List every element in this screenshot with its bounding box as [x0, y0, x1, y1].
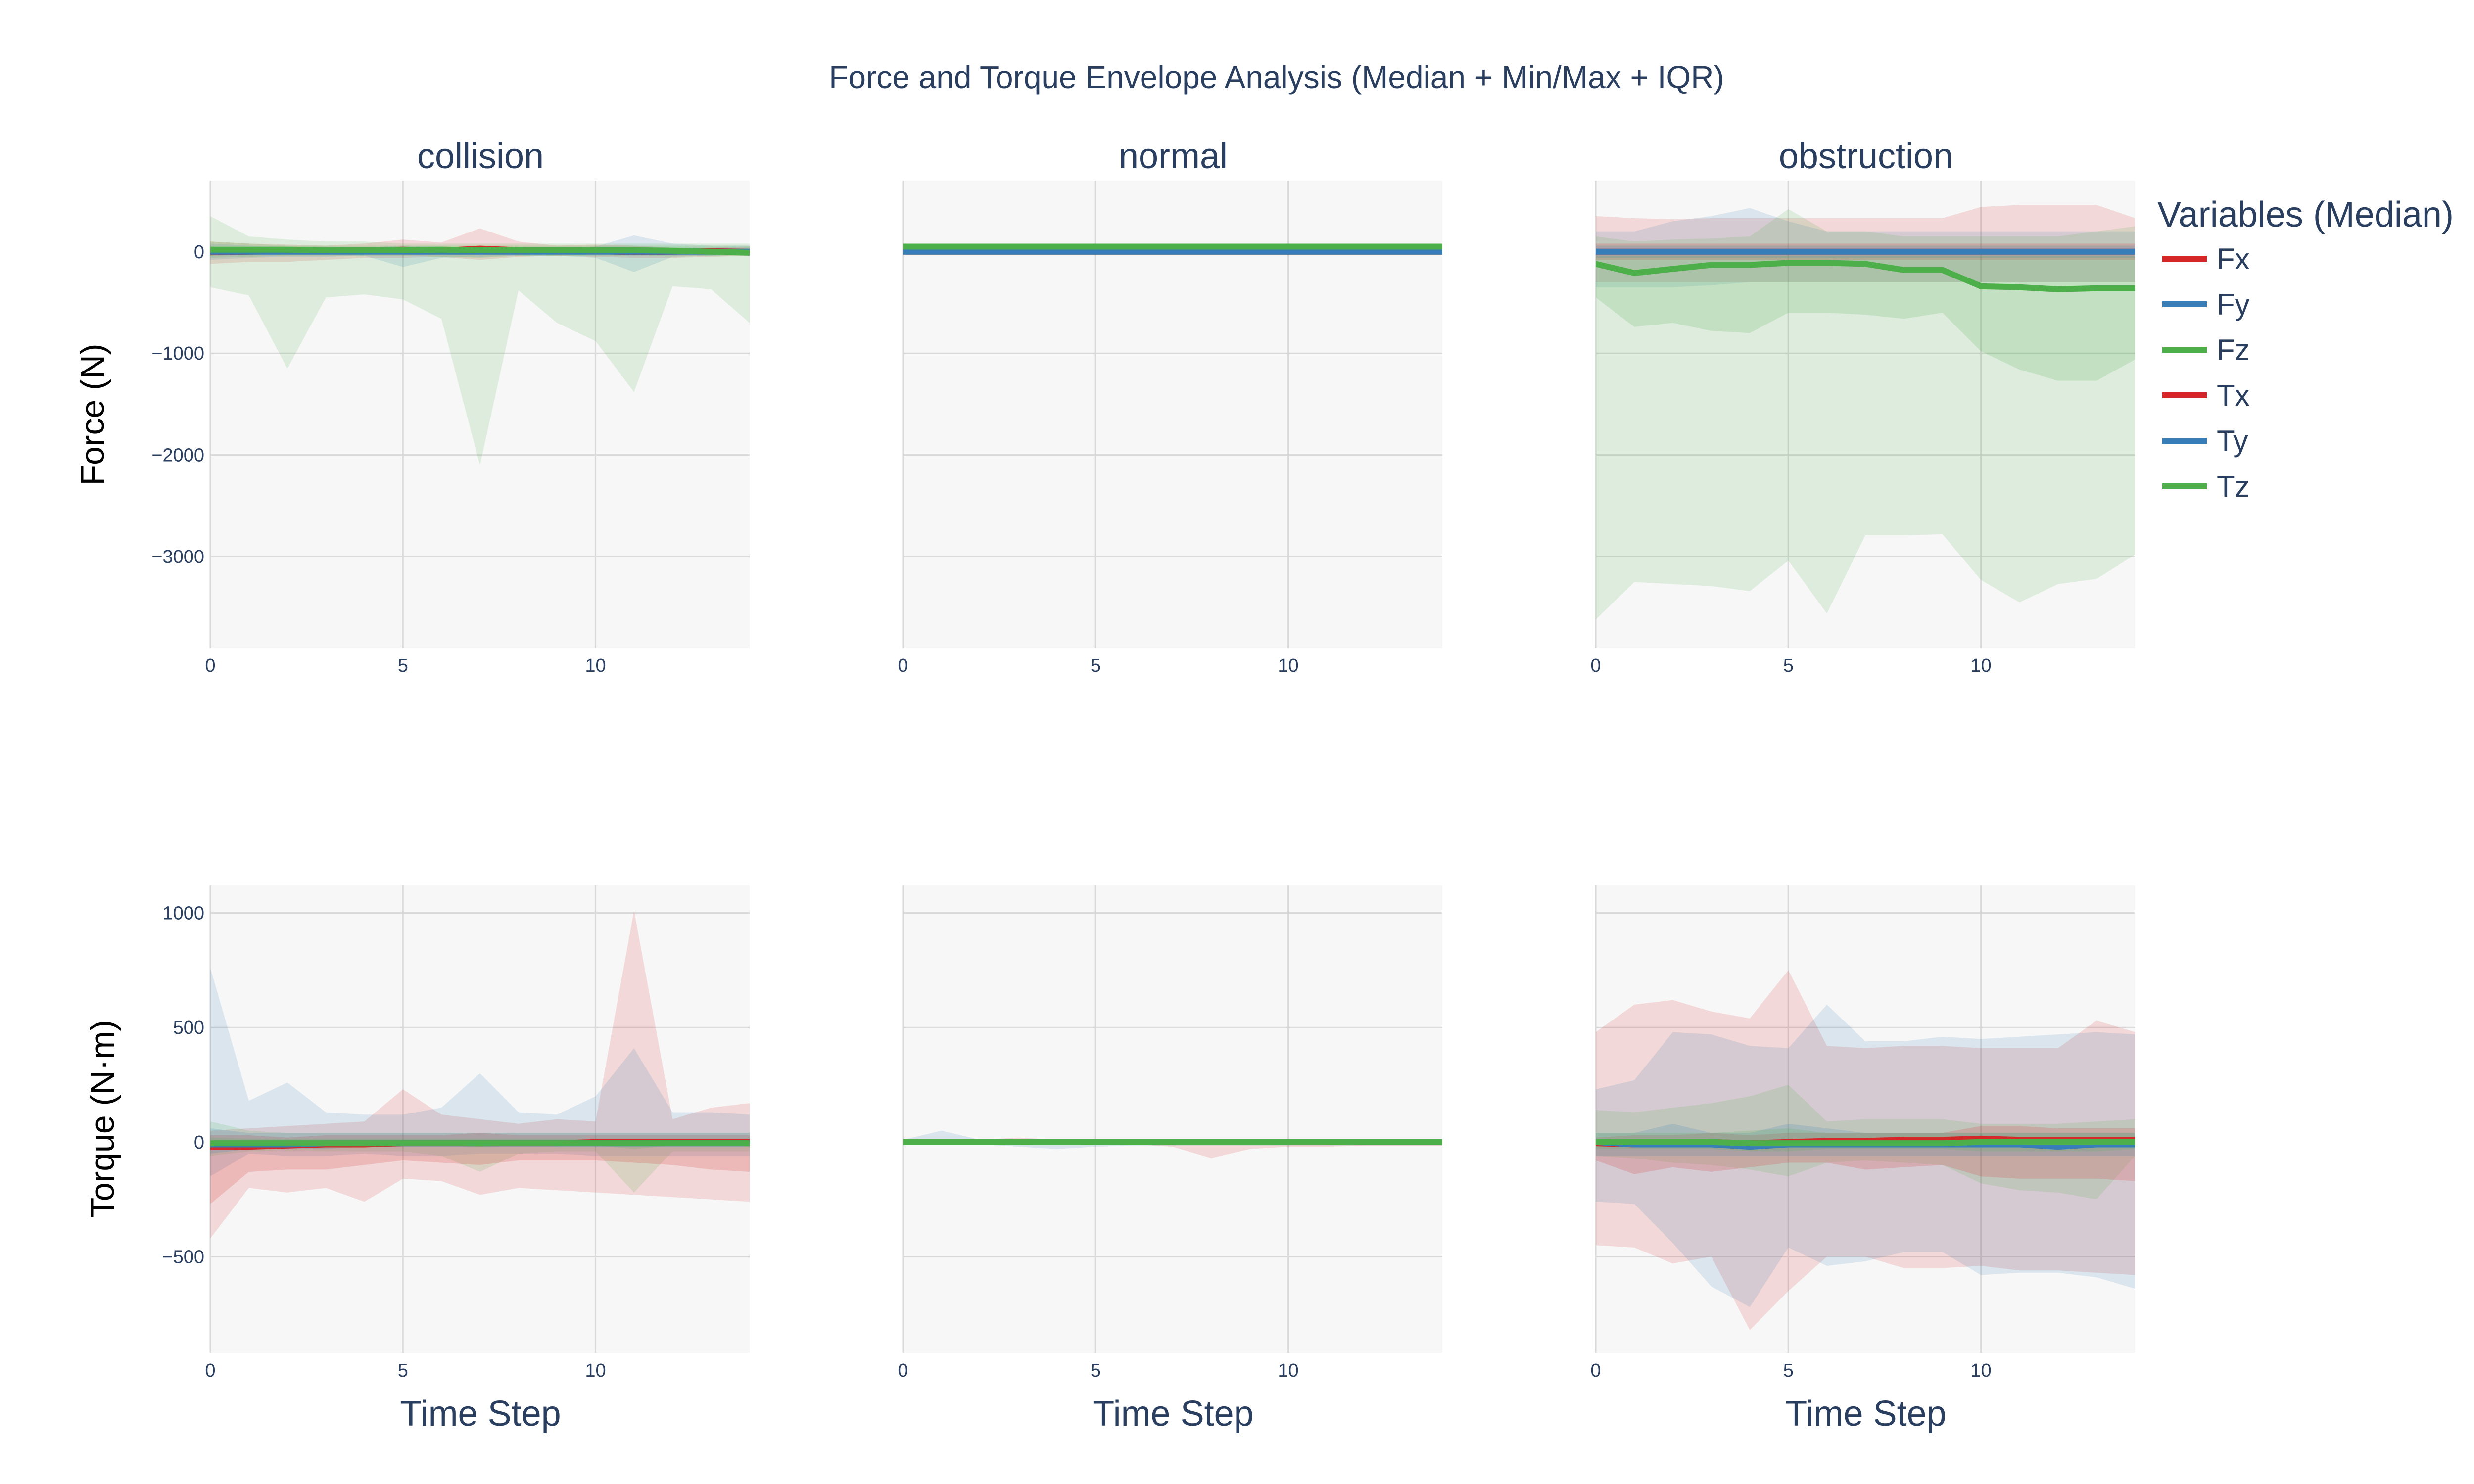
series-layer	[903, 1130, 1442, 1159]
legend-item-fz[interactable]: Fz	[2162, 333, 2250, 367]
legend-title: Variables (Median)	[2157, 195, 2454, 234]
plot-area	[210, 885, 750, 1353]
plot-area	[903, 885, 1442, 1353]
x-tick-label: 5	[398, 1360, 408, 1381]
force-axis-title: Force (N)	[74, 343, 111, 485]
legend-label: Tz	[2217, 470, 2250, 503]
panel-normal-force: 0 5 10	[898, 181, 1442, 676]
x-tick-label: 5	[1783, 655, 1794, 676]
x-tick-label: 10	[585, 655, 606, 676]
legend-item-ty[interactable]: Ty	[2162, 424, 2248, 458]
x-tick-label: 0	[205, 655, 215, 676]
x-tick-label: 5	[1783, 1360, 1794, 1381]
x-tick-label: 0	[1590, 655, 1601, 676]
x-axis-title-collision: Time Step	[400, 1394, 561, 1434]
legend-item-fy[interactable]: Fy	[2162, 288, 2250, 321]
legend: Variables (Median) Fx Fy Fz Tx Ty Tz	[2157, 195, 2454, 503]
plot-area	[1596, 885, 2135, 1353]
legend-item-tx[interactable]: Tx	[2162, 379, 2250, 412]
band-iqr-tx	[210, 1133, 750, 1204]
panel-obstruction-force: 0 5 10	[1590, 181, 2135, 676]
legend-label: Fx	[2217, 242, 2250, 276]
y-tick-label: 0	[194, 242, 204, 263]
x-tick-label: 10	[1970, 655, 1991, 676]
legend-label: Fy	[2217, 288, 2250, 321]
series-layer	[1596, 970, 2135, 1330]
x-tick-label: 0	[205, 1360, 215, 1381]
subplot-title-obstruction: obstruction	[1779, 137, 1953, 176]
x-axis-title-obstruction: Time Step	[1785, 1394, 1946, 1434]
band-minmax-tx	[210, 911, 750, 1239]
panel-collision-force: 0 5 10 0 −1000 −2000 −3000	[151, 181, 750, 676]
series-layer	[210, 911, 750, 1239]
y-tick-label: −2000	[151, 445, 204, 466]
band-minmax-ty	[210, 968, 750, 1177]
x-tick-label: 10	[1278, 655, 1298, 676]
legend-label: Ty	[2217, 424, 2248, 458]
x-tick-label: 10	[1970, 1360, 1991, 1381]
series-layer	[1596, 205, 2135, 620]
band-minmax-fz	[1596, 209, 2135, 620]
subplot-title-normal: normal	[1119, 137, 1228, 176]
x-tick-label: 10	[1278, 1360, 1298, 1381]
legend-item-tz[interactable]: Tz	[2162, 470, 2250, 503]
legend-label: Fz	[2217, 333, 2250, 367]
panel-normal-torque: 0 5 10	[898, 885, 1442, 1381]
y-tick-label: 1000	[162, 903, 204, 924]
y-tick-label: 500	[173, 1018, 204, 1038]
band-minmax-fz	[210, 216, 750, 465]
panel-collision-torque: 0 5 10 1000 500 0 −500	[162, 885, 750, 1381]
x-tick-label: 0	[1590, 1360, 1601, 1381]
legend-item-fx[interactable]: Fx	[2162, 242, 2250, 276]
figure-title: Force and Torque Envelope Analysis (Medi…	[829, 59, 1724, 95]
legend-label: Tx	[2217, 379, 2250, 412]
y-tick-label: −3000	[151, 547, 204, 567]
median-line-tz	[1596, 1139, 2135, 1147]
x-tick-label: 0	[898, 1360, 908, 1381]
band-minmax-tx	[1596, 970, 2135, 1330]
x-axis-title-normal: Time Step	[1093, 1394, 1253, 1434]
median-line-fz	[210, 246, 750, 256]
median-line-fz	[1596, 260, 2135, 292]
series-layer	[210, 216, 750, 465]
y-tick-label: 0	[194, 1132, 204, 1153]
x-tick-label: 0	[898, 655, 908, 676]
torque-axis-title: Torque (N·m)	[84, 1020, 121, 1218]
plot-area	[210, 181, 750, 648]
x-tick-label: 5	[1091, 1360, 1101, 1381]
x-tick-label: 10	[585, 1360, 606, 1381]
panel-obstruction-torque: 0 5 10	[1590, 885, 2135, 1381]
plot-area	[1596, 181, 2135, 648]
band-minmax-ty	[1596, 1004, 2135, 1307]
y-tick-label: −500	[162, 1247, 204, 1267]
series-layer	[903, 243, 1442, 255]
plot-area	[903, 181, 1442, 648]
subplot-title-collision: collision	[417, 137, 544, 176]
x-tick-label: 5	[398, 655, 408, 676]
y-tick-label: −1000	[151, 343, 204, 364]
x-tick-label: 5	[1091, 655, 1101, 676]
